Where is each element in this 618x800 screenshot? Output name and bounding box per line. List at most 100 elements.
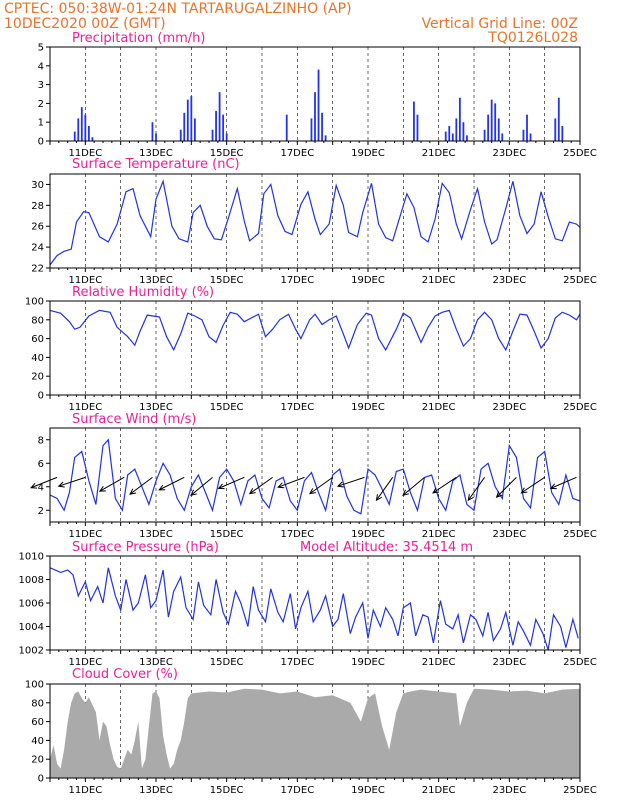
temperature-panel: Surface Temperature (nC) 22 24 26 28 30 11DEC 1… [31, 157, 597, 286]
precipitation-bar [458, 97, 461, 141]
wind-xtick-label: 21DEC [422, 529, 456, 540]
wind-ytick-label: 8 [38, 435, 44, 446]
pressure-xtick-label: 23DEC [492, 657, 526, 668]
wind-vector-shaft [278, 476, 305, 488]
cloud-cover-xtick-label: 25DEC [563, 785, 597, 796]
precipitation-bar [494, 103, 497, 141]
precipitation-xtick-label: 25DEC [563, 148, 597, 159]
cloud-cover-xtick-label: 19DEC [351, 785, 385, 796]
precipitation-bar [314, 92, 316, 141]
precipitation-bar [526, 114, 528, 141]
pressure-xtick-label: 11DEC [68, 657, 102, 668]
cloud-cover-ytick-label: 60 [31, 717, 44, 728]
wind-vector [277, 476, 305, 489]
wind-vector [375, 477, 394, 502]
temperature-ytick-label: 28 [31, 201, 44, 212]
cloud-cover-xtick-label: 23DEC [492, 785, 526, 796]
cloud-cover-xtick-label: 11DEC [68, 785, 102, 796]
precipitation-bar [317, 69, 320, 141]
wind-vector-shaft [218, 476, 245, 489]
precipitation-bar [416, 114, 419, 141]
precipitation-xtick-label: 23DEC [492, 148, 526, 159]
pressure-ytick-label: 1002 [19, 646, 44, 657]
wind-frame [49, 427, 581, 523]
wind-xtick-label: 11DEC [68, 529, 102, 540]
humidity-xtick-label: 15DEC [210, 402, 244, 413]
wind-vector-shaft [99, 476, 125, 492]
wind-vector [402, 476, 425, 497]
wind-vector-head [495, 491, 503, 498]
wind-vector [217, 476, 245, 490]
precipitation-bar [91, 137, 94, 141]
wind-vector-head [549, 483, 557, 490]
precipitation-bar [444, 131, 447, 141]
temperature-ytick-label: 22 [31, 264, 44, 275]
precipitation-bar [87, 125, 90, 141]
precipitation-xtick-label: 11DEC [68, 148, 102, 159]
header-model-id: TQ0126L028 [487, 30, 578, 46]
pressure-panel: Surface Pressure (hPa) Model Altitude: 35… [19, 540, 597, 668]
precipitation-bar [310, 118, 313, 141]
pressure-frame [49, 555, 581, 651]
humidity-xtick-label: 11DEC [68, 402, 102, 413]
precipitation-bar [501, 133, 504, 141]
humidity-ytick-label: 0 [38, 391, 44, 402]
temperature-xtick-label: 17DEC [280, 275, 314, 286]
precipitation-bar [557, 97, 560, 141]
humidity-panel: Relative Humidity (%) 0 20 40 60 80 100 11DEC 13… [25, 285, 597, 413]
cloud-cover-ytick-label: 40 [31, 736, 44, 747]
precipitation-xtick-label: 17DEC [280, 148, 314, 159]
wind-vector-head [277, 482, 285, 489]
precipitation-bar [561, 125, 564, 141]
humidity-ytick-label: 60 [31, 334, 44, 345]
wind-vector [57, 476, 86, 488]
precipitation-bar [483, 129, 486, 141]
precipitation-ytick-label: 2 [38, 99, 44, 110]
pressure-xtick-label: 19DEC [351, 657, 385, 668]
wind-series-line [49, 438, 581, 515]
humidity-ytick-label: 80 [31, 315, 44, 326]
humidity-xtick-label: 21DEC [422, 402, 456, 413]
precipitation-xtick-label: 19DEC [351, 148, 385, 159]
precipitation-bar [222, 114, 225, 141]
wind-vector-head [30, 482, 38, 489]
pressure-xtick-label: 15DEC [210, 657, 244, 668]
humidity-xtick-label: 23DEC [492, 402, 526, 413]
wind-vector-head [248, 488, 256, 495]
precipitation-bar [324, 135, 327, 141]
precipitation-bar [225, 133, 228, 141]
pressure-xtick-label: 25DEC [563, 657, 597, 668]
wind-vector-shaft [550, 476, 577, 489]
humidity-ytick-label: 20 [31, 372, 44, 383]
wind-xtick-label: 15DEC [210, 529, 244, 540]
wind-vector-shaft [129, 476, 153, 495]
wind-vector-shaft [376, 477, 394, 501]
precipitation-ytick-label: 0 [38, 137, 44, 148]
pressure-ytick-label: 1004 [19, 622, 44, 633]
wind-vector [432, 476, 457, 494]
wind-vector-head [432, 487, 440, 494]
wind-xtick-label: 19DEC [351, 529, 385, 540]
precipitation-bar [84, 114, 87, 141]
wind-vector [549, 476, 577, 490]
header-run-date: 10DEC2020 00Z (GMT) [4, 16, 166, 32]
temperature-xtick-label: 11DEC [68, 275, 102, 286]
wind-xtick-label: 23DEC [492, 529, 526, 540]
cloud-cover-panel: Cloud Cover (%) 0 20 40 60 80 100 11DEC 13DEC 15D… [25, 667, 597, 796]
precipitation-xtick-label: 13DEC [139, 148, 173, 159]
wind-vector [467, 477, 486, 502]
temperature-series-line [49, 179, 581, 266]
wind-vector [158, 476, 185, 491]
wind-vector-head [375, 494, 382, 502]
precipitation-bar [73, 131, 76, 141]
cloud-cover-ytick-label: 100 [25, 680, 44, 691]
header-grid-note: Vertical Grid Line: 00Z [422, 16, 578, 32]
temperature-ytick-label: 30 [31, 180, 44, 191]
temperature-title: Surface Temperature (nC) [72, 157, 240, 172]
pressure-subtitle: Model Altitude: 35.4514 m [300, 540, 473, 555]
precipitation-bar [211, 129, 214, 141]
humidity-ytick-label: 100 [25, 297, 44, 308]
cloud-cover-xtick-label: 17DEC [280, 785, 314, 796]
wind-vector-shaft [337, 476, 365, 487]
